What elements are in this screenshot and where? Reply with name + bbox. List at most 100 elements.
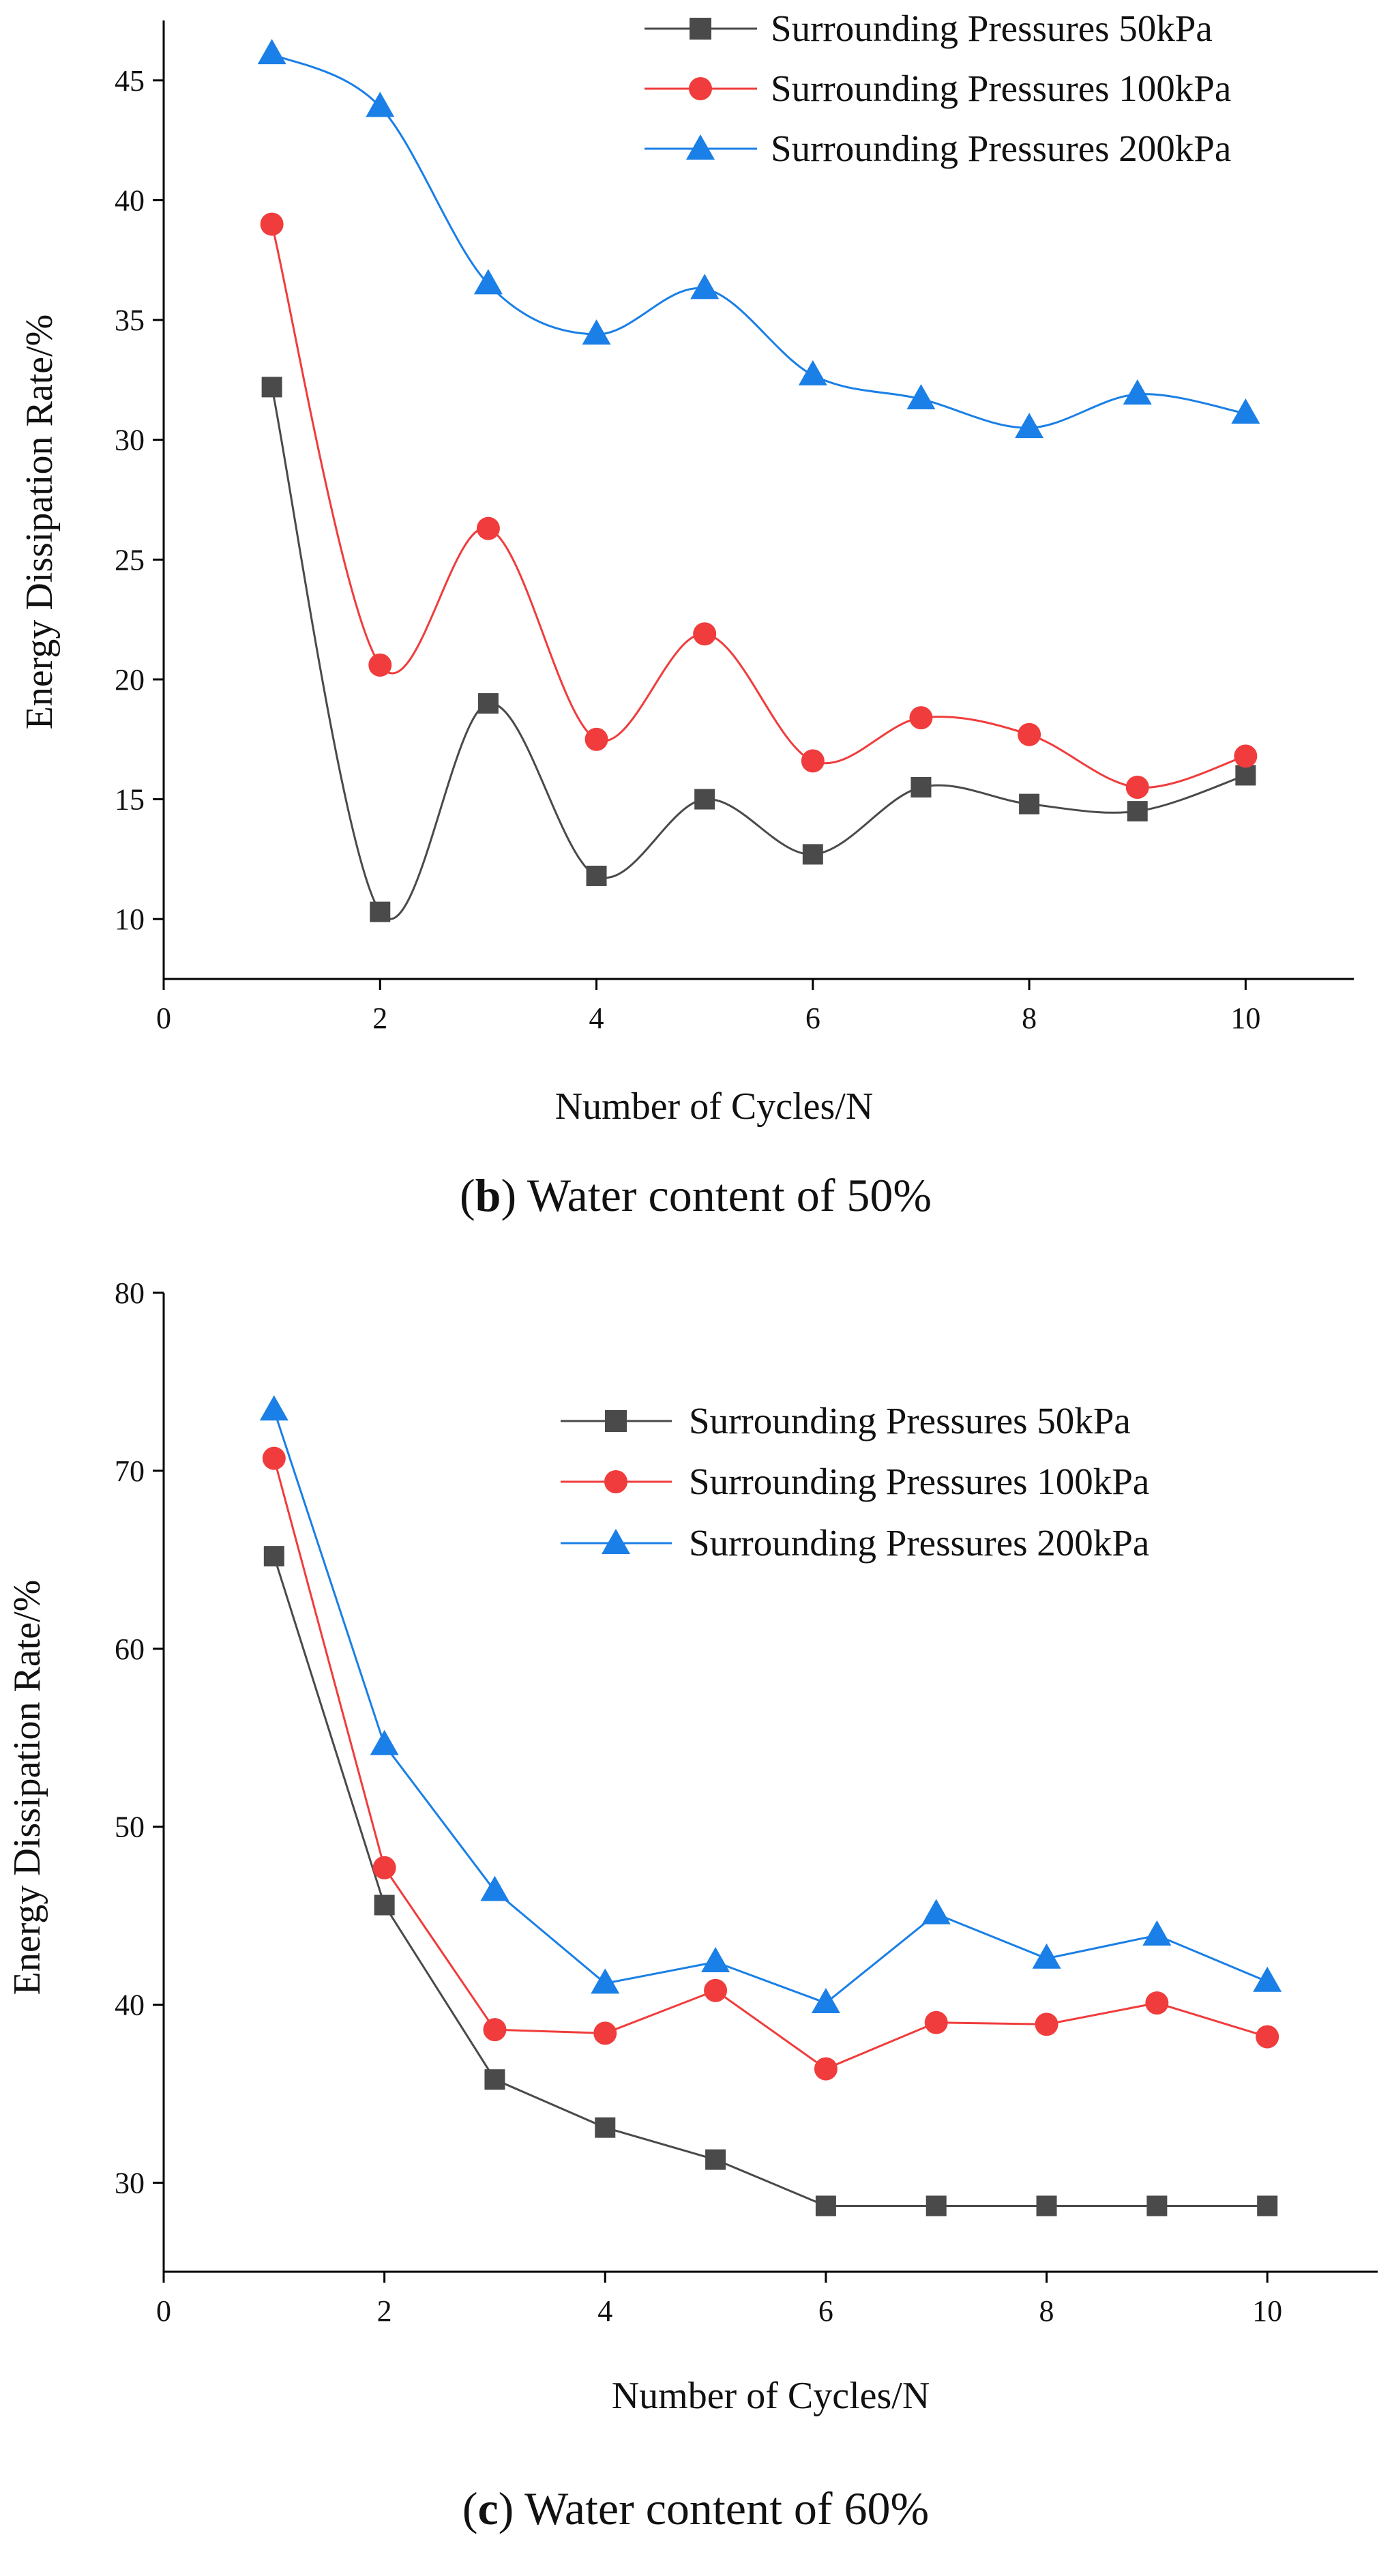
- x-tick-label: 4: [597, 2294, 612, 2328]
- x-axis-title: Number of Cycles/N: [612, 2375, 930, 2417]
- data-point-circle: [368, 653, 392, 677]
- caption-letter: c: [477, 2483, 498, 2534]
- x-tick-label: 0: [156, 1001, 171, 1035]
- data-point-triangle: [921, 1899, 951, 1924]
- y-tick-label: 80: [115, 1276, 145, 1310]
- data-point-triangle: [473, 269, 503, 295]
- data-point-square: [815, 2195, 836, 2216]
- x-axis-title: Number of Cycles/N: [555, 1085, 874, 1128]
- y-tick-label: 30: [115, 424, 145, 457]
- data-point-square: [484, 2069, 505, 2090]
- data-point-circle: [693, 622, 717, 646]
- x-tick-label: 8: [1022, 1001, 1037, 1035]
- x-tick-label: 6: [805, 1001, 820, 1035]
- series-line-2: [273, 1409, 1268, 2004]
- x-tick-label: 2: [377, 2294, 392, 2328]
- legend-triangle-marker: [602, 1529, 630, 1554]
- y-tick-label: 10: [115, 903, 145, 936]
- y-tick-label: 60: [115, 1633, 145, 1666]
- data-point-circle: [262, 1446, 286, 1470]
- y-axis-title: Energy Dissipation Rate/%: [18, 314, 61, 730]
- axes: [162, 20, 1354, 980]
- y-tick-label: 35: [115, 304, 145, 337]
- data-point-square: [1019, 793, 1040, 815]
- data-point-square: [802, 844, 823, 865]
- data-point-triangle: [811, 1988, 840, 2014]
- series-line-0: [271, 387, 1246, 920]
- series-line-1: [273, 1458, 1268, 2070]
- series-line-2: [271, 53, 1246, 429]
- data-point-triangle: [1015, 413, 1044, 439]
- data-point-triangle: [259, 1395, 288, 1421]
- data-point-square: [370, 901, 391, 922]
- legend: Surrounding Pressures 50kPa Surrounding …: [645, 8, 1231, 169]
- data-point-circle: [814, 2057, 838, 2081]
- legend-label: Surrounding Pressures 200kPa: [771, 128, 1231, 169]
- data-point-circle: [1145, 1991, 1169, 2015]
- legend-entry-50kpa: Surrounding Pressures 50kPa: [561, 1400, 1131, 1441]
- x-ticks: 0 2 4 6 8 10: [156, 2272, 1282, 2328]
- data-point-triangle: [370, 1729, 399, 1755]
- data-point-square: [261, 377, 282, 398]
- data-point-square: [374, 1894, 395, 1916]
- x-tick-label: 10: [1252, 2294, 1282, 2328]
- legend-entry-200kpa: Surrounding Pressures 200kPa: [645, 128, 1231, 169]
- axes: [162, 1293, 1378, 2273]
- legend-label: Surrounding Pressures 100kPa: [689, 1461, 1149, 1502]
- data-point-triangle: [798, 360, 827, 385]
- data-point-triangle: [1123, 379, 1152, 405]
- data-point-circle: [584, 727, 608, 751]
- data-point-square: [1036, 2195, 1057, 2216]
- x-tick-label: 8: [1039, 2294, 1054, 2328]
- data-point-square: [705, 2149, 726, 2170]
- data-point-circle: [372, 1856, 396, 1879]
- y-tick-label: 50: [115, 1811, 145, 1844]
- series-layer: [257, 39, 1260, 922]
- data-point-circle: [1018, 722, 1041, 746]
- legend-label: Surrounding Pressures 200kPa: [689, 1522, 1149, 1564]
- data-point-circle: [1125, 776, 1149, 799]
- legend-entry-200kpa: Surrounding Pressures 200kPa: [561, 1522, 1149, 1564]
- data-point-triangle: [257, 39, 286, 65]
- y-tick-label: 40: [115, 184, 145, 217]
- y-tick-label: 45: [115, 64, 145, 98]
- data-point-triangle: [591, 1968, 620, 1994]
- data-point-circle: [704, 1978, 728, 2002]
- legend-label: Surrounding Pressures 50kPa: [689, 1400, 1131, 1441]
- data-point-circle: [1234, 744, 1258, 768]
- data-point-triangle: [366, 91, 395, 117]
- data-point-circle: [1035, 2012, 1058, 2036]
- data-point-circle: [260, 212, 284, 236]
- data-point-triangle: [582, 319, 611, 345]
- x-tick-label: 0: [156, 2294, 171, 2328]
- data-point-square: [586, 865, 607, 886]
- data-point-square: [1127, 801, 1148, 822]
- x-tick-label: 2: [372, 1001, 387, 1035]
- y-tick-label: 20: [115, 663, 145, 697]
- data-point-circle: [909, 706, 933, 730]
- legend-entry-100kpa: Surrounding Pressures 100kPa: [561, 1461, 1149, 1502]
- x-ticks: 0 2 4 6 8 10: [156, 979, 1260, 1035]
- y-tick-label: 30: [115, 2167, 145, 2200]
- data-point-square: [263, 1546, 284, 1567]
- data-point-circle: [1256, 2025, 1279, 2049]
- legend-circle-marker: [689, 77, 712, 100]
- data-point-square: [595, 2117, 616, 2138]
- data-point-triangle: [906, 383, 936, 409]
- data-point-triangle: [480, 1875, 509, 1901]
- data-point-square: [1235, 765, 1256, 786]
- legend-circle-marker: [604, 1470, 627, 1493]
- data-point-square: [477, 693, 499, 714]
- legend-entry-100kpa: Surrounding Pressures 100kPa: [645, 68, 1231, 109]
- y-tick-label: 25: [115, 543, 145, 576]
- legend-square-marker: [690, 18, 711, 40]
- chart-b: 0 2 4 6 8 10 10 15 20 25 30 35 40 45 Number of Cycle…: [18, 8, 1354, 1221]
- data-point-square: [925, 2195, 947, 2216]
- data-point-circle: [483, 2018, 507, 2042]
- data-point-square: [1257, 2195, 1278, 2216]
- data-point-triangle: [1032, 1943, 1061, 1969]
- y-tick-label: 15: [115, 783, 145, 817]
- data-point-triangle: [701, 1947, 730, 1973]
